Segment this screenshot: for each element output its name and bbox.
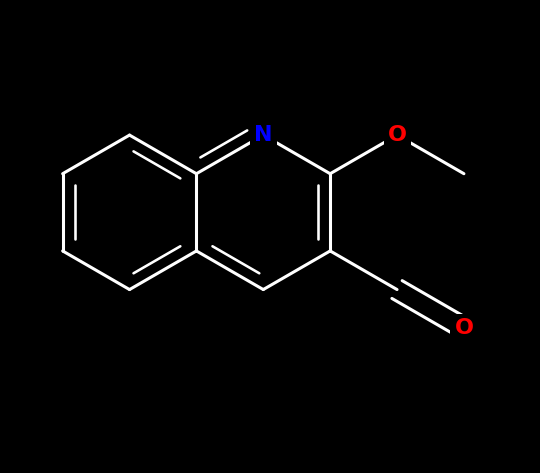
Text: O: O	[388, 125, 407, 145]
Text: N: N	[254, 125, 273, 145]
Text: O: O	[455, 318, 474, 338]
